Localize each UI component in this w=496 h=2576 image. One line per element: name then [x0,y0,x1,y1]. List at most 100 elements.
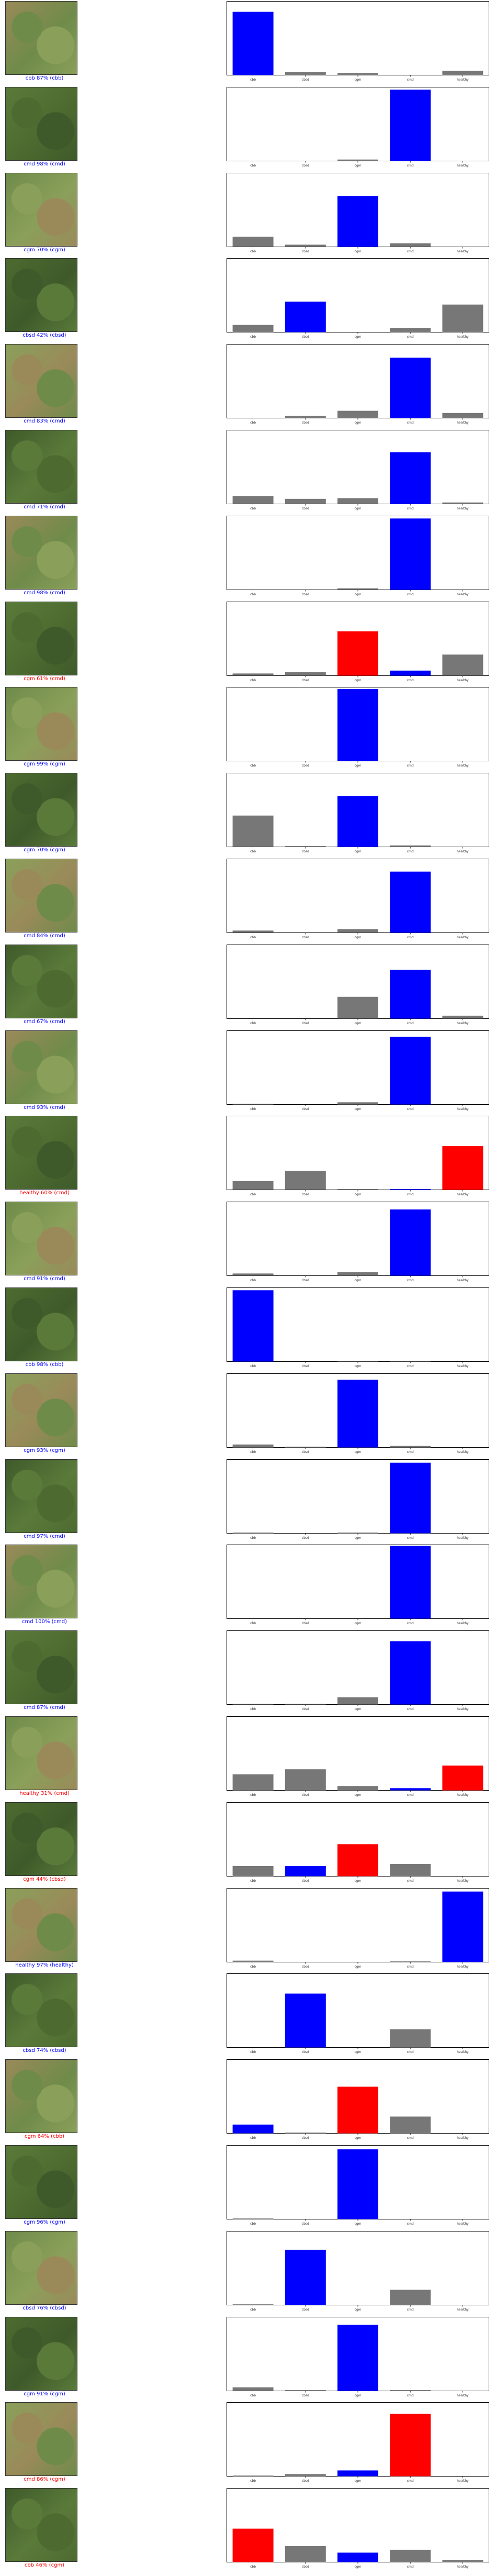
x-tick-label: cgm [355,250,362,253]
bar-cbsd [285,72,326,75]
x-tick-label: healthy [457,507,469,510]
prediction-caption: cmd 98% (cmd) [24,590,65,596]
x-tick-label: cbb [250,421,256,425]
leaf-thumbnail [5,1545,77,1619]
bar-healthy [442,1146,483,1190]
x-tick-label: cbb [250,1193,256,1196]
x-tick-label: cmd [407,1279,414,1282]
bar-cmd [390,845,431,847]
x-tick-label: healthy [457,1965,469,1969]
probability-bar-chart: cbb cbsd cgm cmd healthy [227,2316,490,2398]
x-tick-label: cbb [250,1364,256,1368]
x-tick-label: cmd [407,1364,414,1368]
x-tick-label: cgm [355,507,362,510]
probability-bar-chart: cbb cbsd cgm cmd healthy [227,2145,490,2226]
x-tick-label: cgm [355,2308,362,2312]
x-tick-label: cbsd [302,1536,309,1540]
x-tick-label: cmd [407,593,414,596]
x-tick-label: cbsd [302,2050,309,2054]
bar-cgm [337,1786,378,1791]
x-tick-label: cbb [250,1279,256,1282]
x-tick-label: cmd [407,1536,414,1540]
leaf-thumbnail [5,2402,77,2477]
bar-cmd [390,1961,431,1962]
bar-cbsd [285,416,326,418]
leaf-thumbnail [5,859,77,932]
bar-cmd [390,1863,431,1877]
leaf-thumbnail [5,944,77,1018]
probability-bar-chart: cbb cbsd cgm cmd healthy [227,2059,490,2140]
probability-bar-chart: cbb cbsd cgm cmd healthy [227,430,490,511]
x-tick-label: cgm [355,1450,362,1454]
x-tick-label: cmd [407,1450,414,1454]
x-tick-label: cbsd [302,850,309,853]
x-tick-label: healthy [457,2479,469,2483]
x-tick-label: healthy [457,593,469,596]
bar-chart-svg: cbb cbsd cgm cmd healthy [227,1716,489,1797]
leaf-thumbnail [5,344,77,418]
x-tick-label: healthy [457,2050,469,2054]
bar-chart-svg: cbb cbsd cgm cmd healthy [227,2230,489,2312]
prediction-caption: cgm 93% (cgm) [24,1447,65,1453]
prediction-caption: cbb 98% (cbb) [25,1362,64,1368]
bar-cmd [390,2116,431,2134]
leaf-thumbnail [5,1030,77,1104]
bar-chart-svg: cbb cbsd cgm cmd healthy [227,2402,489,2483]
bar-chart-svg: cbb cbsd cgm cmd healthy [227,2059,489,2140]
x-tick-label: cbb [250,250,256,253]
plot-frame [227,2402,489,2477]
x-tick-label: cgm [355,2479,362,2483]
bar-cgm [337,159,378,161]
bar-cbsd [285,2249,326,2305]
x-tick-label: cmd [407,507,414,510]
x-tick-label: cmd [407,250,414,253]
probability-bar-chart: cbb cbsd cgm cmd healthy [227,773,490,854]
prediction-caption: cmd 86% (cgm) [24,2477,65,2483]
bar-cgm [337,796,378,847]
leaf-thumbnail [5,2488,77,2562]
x-tick-label: cmd [407,421,414,425]
bar-chart-svg: cbb cbsd cgm cmd healthy [227,1459,489,1540]
x-tick-label: cbb [250,1021,256,1025]
bar-cbsd [285,1993,326,2048]
bar-cmd [390,452,431,504]
bar-cgm [337,73,378,75]
x-tick-label: cbsd [302,936,309,939]
x-tick-label: cgm [355,1021,362,1025]
bar-cmd [390,2390,431,2391]
x-tick-label: healthy [457,850,469,853]
bar-chart-svg: cbb cbsd cgm cmd healthy [227,430,489,510]
probability-bar-chart: cbb cbsd cgm cmd healthy [227,1287,490,1369]
leaf-thumbnail [5,258,77,332]
x-tick-label: healthy [457,1622,469,1625]
x-tick-label: healthy [457,164,469,168]
leaf-thumbnail [5,601,77,675]
leaf-thumbnail [5,1287,77,1361]
bar-cbb [232,2304,274,2305]
x-tick-label: cgm [355,593,362,596]
bar-chart-svg: cbb cbsd cgm cmd healthy [227,1030,489,1111]
x-tick-label: cmd [407,1965,414,1969]
prediction-caption: cmd 67% (cmd) [24,1018,65,1025]
x-tick-label: cbb [250,679,256,682]
bar-cmd [390,1546,431,1619]
bar-cbsd [285,846,326,847]
x-tick-label: cgm [355,1193,362,1196]
x-tick-label: healthy [457,1364,469,1368]
x-tick-label: healthy [457,2222,469,2226]
x-tick-label: cbb [250,2479,256,2483]
leaf-thumbnail [5,2316,77,2391]
x-tick-label: healthy [457,1107,469,1111]
bar-healthy [442,654,483,676]
probability-bar-chart: cbb cbsd cgm cmd healthy [227,859,490,940]
probability-bar-chart: cbb cbsd cgm cmd healthy [227,515,490,597]
probability-bar-chart: cbb cbsd cgm cmd healthy [227,2488,490,2569]
plot-frame [227,1973,489,2048]
plot-frame [227,515,489,590]
x-tick-label: healthy [457,1793,469,1797]
bar-chart-svg: cbb cbsd cgm cmd healthy [227,2316,489,2397]
leaf-thumbnail [5,515,77,590]
x-tick-label: cbsd [302,1622,309,1625]
x-tick-label: cgm [355,1536,362,1540]
x-tick-label: cmd [407,2222,414,2226]
